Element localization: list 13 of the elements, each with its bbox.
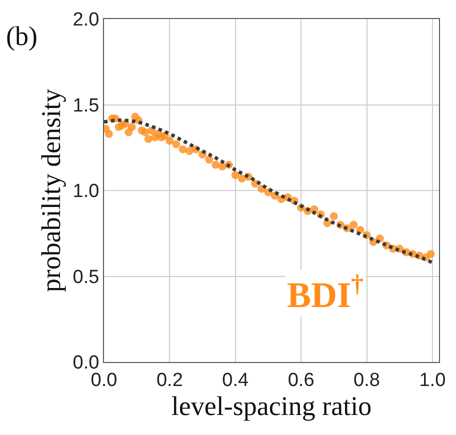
text: (b) [6,21,38,51]
y-axis-title: probability density [36,88,66,292]
x-tick-label: 0.4 [222,370,250,391]
annotation: BDI$^{†}$ [287,271,364,316]
x-tick-label: 0.2 [156,370,183,391]
y-tick-label: 1.0 [72,181,100,202]
x-tick-label: 0.6 [288,370,314,391]
x-tick-label: 1.0 [419,370,446,391]
y-tick-label: 2.0 [72,10,100,31]
y-tick-label: 0.5 [72,266,100,288]
x-tick-label: 0.8 [354,370,380,391]
x-axis-title: level-spacing ratio [171,391,372,422]
y-tick-label: 1.5 [72,95,100,116]
